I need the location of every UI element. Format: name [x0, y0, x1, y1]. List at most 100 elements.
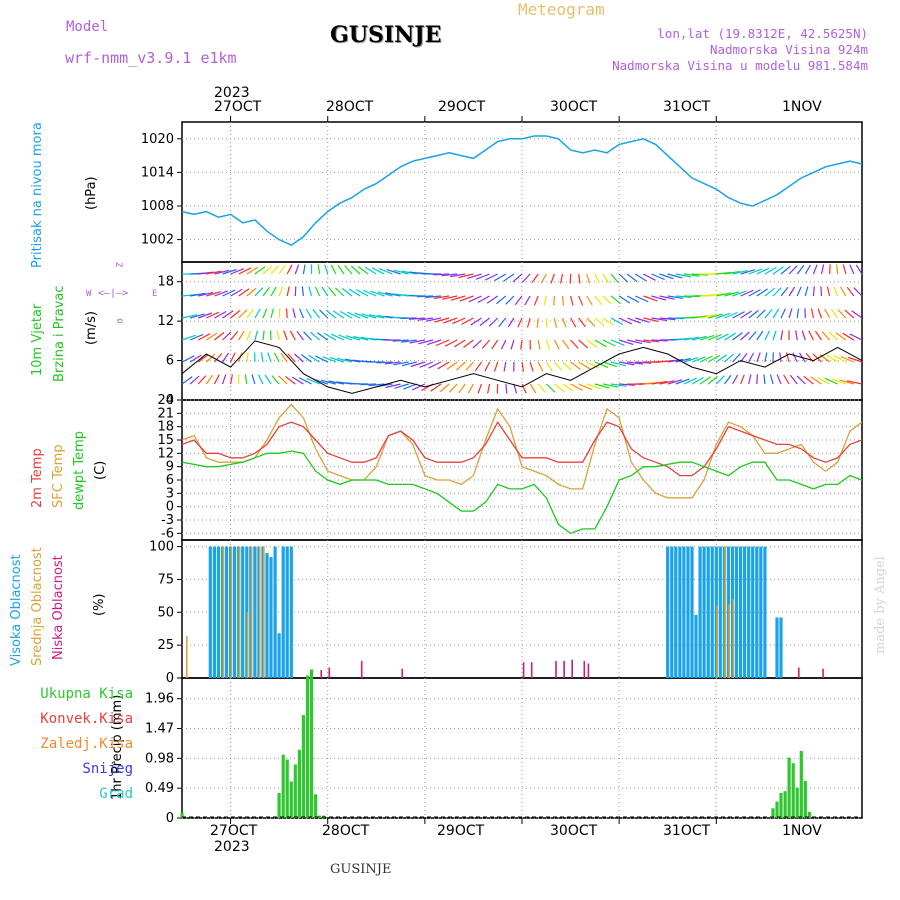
wind-arrow	[267, 352, 272, 363]
wind-arrow	[828, 331, 839, 341]
cloud-bar-high	[212, 546, 216, 678]
wind-arrow	[732, 290, 747, 297]
wind-arrow	[238, 309, 248, 319]
elevation-label: Nadmorska Visina 924m	[709, 42, 868, 57]
wind-arrow	[517, 317, 523, 328]
y-tick-label: 24	[157, 393, 174, 408]
wind-arrow	[331, 333, 345, 341]
wind-arrow	[401, 361, 417, 367]
wind-arrow	[795, 330, 798, 341]
wind-arrow	[303, 331, 312, 341]
wind-arrow	[537, 339, 541, 350]
cloud-bar-high	[273, 546, 277, 678]
wind-arrow	[330, 264, 337, 275]
wind-arrow	[780, 308, 786, 319]
wind-arrow	[635, 361, 652, 364]
wind-arrow	[453, 339, 466, 348]
wind-arrow	[322, 356, 337, 363]
wind-arrow	[442, 295, 458, 300]
wind-arrow	[545, 317, 548, 328]
y-tick-label: 0	[166, 393, 174, 408]
wind-arrow	[323, 332, 337, 341]
precip-bar	[289, 781, 293, 818]
date-label-top: 31OCT	[663, 99, 711, 115]
cloud-bar-high	[245, 546, 249, 678]
wind-arrow	[371, 267, 385, 275]
wind-arrow	[545, 361, 553, 372]
y-tick-label: 12	[157, 446, 174, 461]
wind-arrow	[260, 352, 264, 363]
wind-arrow	[325, 309, 337, 319]
cloud-bar-high	[249, 546, 253, 678]
cloud-bar-low	[530, 662, 533, 678]
wind-arrow	[254, 287, 264, 297]
wind-arrow	[537, 361, 544, 372]
y-tick-label: 0.98	[145, 751, 174, 766]
cloud-bar-low	[320, 670, 322, 678]
date-label-bottom: 1NOV	[782, 823, 822, 839]
model-label: Model	[66, 19, 109, 35]
wind-arrow	[286, 264, 293, 275]
wind-arrow	[393, 361, 409, 366]
wind-arrow	[707, 354, 721, 363]
wind-arrow	[465, 361, 474, 371]
wind-arrow	[276, 330, 280, 341]
wind-arrow	[306, 377, 320, 385]
wind-arrow	[238, 330, 245, 341]
wind-arrow	[320, 379, 336, 385]
wind-arrow	[562, 361, 572, 371]
year-label-bottom: 2023	[214, 839, 250, 855]
cloud-bar-high	[265, 553, 269, 678]
wind-arrow	[756, 330, 764, 341]
wind-arrow	[764, 266, 777, 275]
wind-arrow	[602, 295, 612, 305]
wind-arrow	[610, 383, 627, 387]
wind-arrow	[855, 264, 863, 275]
wind-arrow	[814, 330, 822, 341]
wind-arrow	[716, 333, 729, 341]
wind-arrow	[578, 273, 581, 284]
wind-arrow	[691, 273, 708, 276]
cloud-bar-high	[289, 546, 293, 678]
wind-arrow	[594, 361, 609, 368]
wind-arrow	[484, 361, 491, 372]
wind-arrow	[425, 295, 442, 299]
wind-arrow	[788, 308, 793, 319]
wind-arrow	[643, 295, 658, 302]
wind-arrow	[772, 287, 782, 297]
date-label-bottom: 27OCT	[210, 823, 258, 839]
cloud-bar-high	[694, 614, 698, 678]
wind-arrow	[817, 377, 830, 385]
wind-arrow	[554, 383, 565, 393]
wind-arrow	[474, 361, 482, 372]
wind-arrow	[550, 273, 555, 284]
wind-arrow	[317, 264, 321, 275]
wind-arrow	[810, 376, 822, 385]
wind-arrow	[732, 270, 748, 275]
wind-arrow	[337, 264, 345, 275]
y-tick-label: 0	[166, 811, 174, 826]
compass-arrows-icon: <—|—>	[98, 288, 129, 299]
wind-arrow	[262, 286, 270, 297]
wind-arrow	[339, 310, 353, 319]
wind-arrow	[837, 309, 847, 319]
wind-arrow	[748, 352, 755, 363]
wind-arrow	[667, 317, 684, 320]
date-label-bottom: 30OCT	[550, 823, 598, 839]
wind-arrow	[360, 383, 377, 386]
cloud-bar-mid	[258, 546, 261, 678]
wind-arrow	[594, 273, 600, 284]
wind-arrow	[197, 312, 213, 319]
wind-arrow	[699, 355, 713, 363]
wind-arrow	[302, 264, 306, 275]
wind-arrow	[449, 273, 466, 278]
date-label-top: 1NOV	[782, 99, 822, 115]
wind-arrow	[287, 353, 296, 363]
wind-arrow	[386, 268, 401, 275]
wind-arrow	[756, 288, 768, 297]
wind-arrow	[731, 374, 739, 385]
wind-arrow	[740, 331, 750, 341]
wind-arrow	[570, 295, 574, 306]
wind-arrow	[467, 273, 482, 279]
wind-arrow	[246, 266, 259, 275]
